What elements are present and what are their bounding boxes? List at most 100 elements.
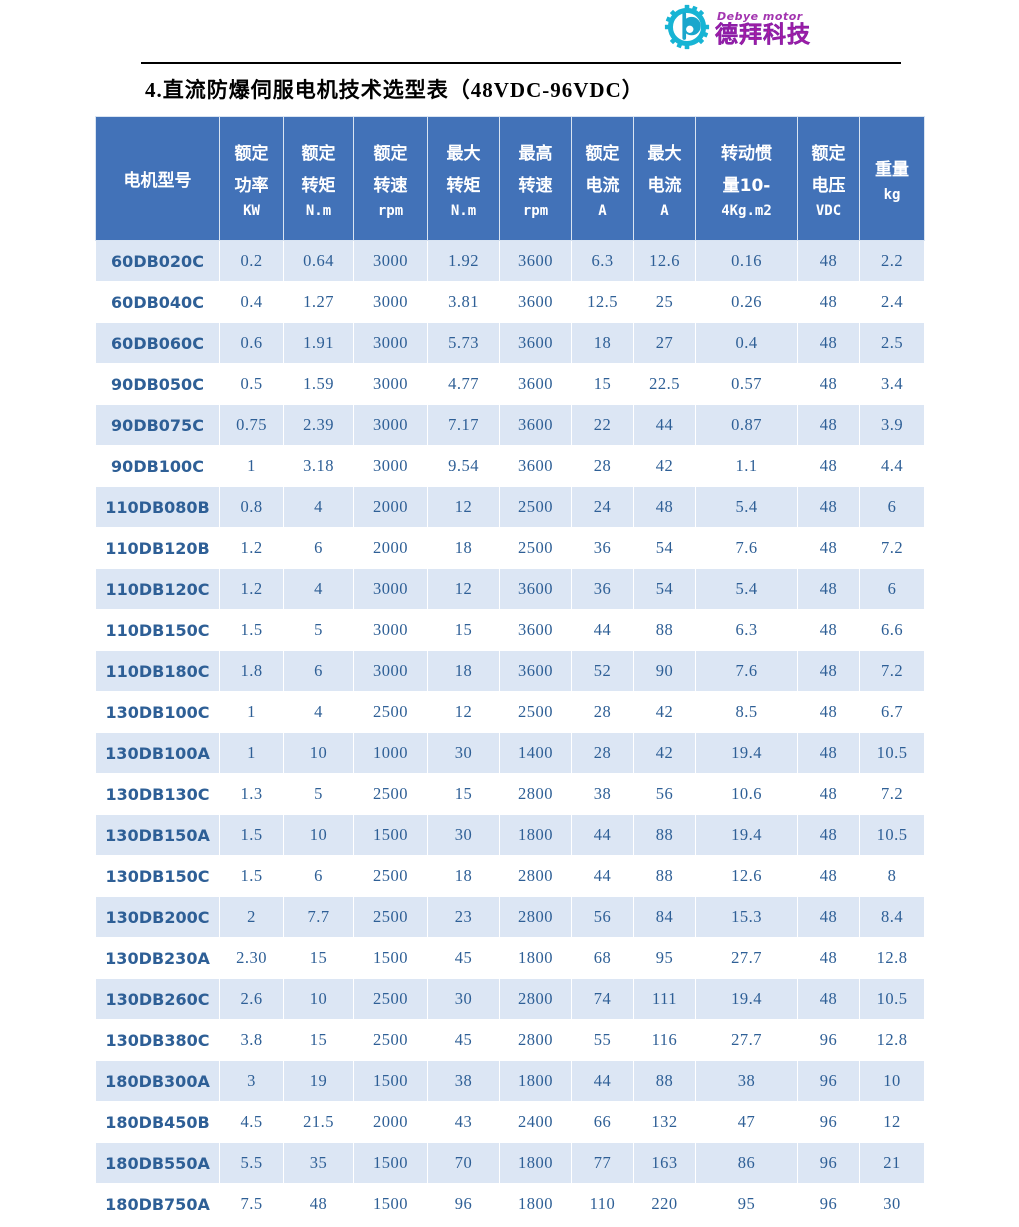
spec-value-cell: 88 [633, 1060, 696, 1102]
table-row: 90DB050C 0.5 1.59 3000 4.77 3600 15 22.5 0.57 48 3… [95, 363, 925, 405]
spec-value-cell: 12 [427, 568, 500, 610]
spec-value-cell: 66 [571, 1101, 634, 1143]
spec-value-cell: 48 [283, 1183, 354, 1225]
spec-value-cell: 2000 [353, 527, 428, 569]
header-unit: VDC [815, 202, 842, 219]
spec-value-cell: 1.59 [283, 363, 354, 405]
spec-value-cell: 56 [571, 896, 634, 938]
table-row: 130DB150C 1.5 6 2500 18 2800 44 88 12.6 48 8 [95, 855, 925, 897]
spec-value-cell: 2500 [353, 773, 428, 815]
spec-value-cell: 86 [695, 1142, 798, 1184]
spec-value-cell: 1.2 [219, 568, 284, 610]
spec-value-cell: 15 [427, 773, 500, 815]
page-title: 4.直流防爆伺服电机技术选型表（48VDC-96VDC） [145, 78, 644, 102]
header-label: 转矩 [301, 175, 336, 196]
table-row: 110DB120B 1.2 6 2000 18 2500 36 54 7.6 48 7.2 [95, 527, 925, 569]
spec-value-cell: 96 [797, 1101, 860, 1143]
spec-value-cell: 6.7 [859, 691, 925, 733]
spec-value-cell: 1.3 [219, 773, 284, 815]
spec-value-cell: 19.4 [695, 978, 798, 1020]
spec-value-cell: 70 [427, 1142, 500, 1184]
spec-value-cell: 6 [283, 855, 354, 897]
spec-value-cell: 6.3 [695, 609, 798, 651]
spec-value-cell: 3 [219, 1060, 284, 1102]
table-row: 60DB020C 0.2 0.64 3000 1.92 3600 6.3 12.6 0.16 48… [95, 240, 925, 282]
header-label: 量10- [722, 175, 771, 196]
spec-value-cell: 1 [219, 445, 284, 487]
spec-value-cell: 12 [427, 691, 500, 733]
spec-value-cell: 12.6 [633, 240, 696, 282]
spec-value-cell: 48 [633, 486, 696, 528]
spec-value-cell: 27 [633, 322, 696, 364]
spec-value-cell: 7.5 [219, 1183, 284, 1225]
spec-value-cell: 4.77 [427, 363, 500, 405]
spec-value-cell: 1 [219, 732, 284, 774]
motor-model-cell: 110DB150C [95, 609, 220, 651]
header-label: 额定 [811, 143, 846, 164]
spec-value-cell: 30 [859, 1183, 925, 1225]
spec-value-cell: 3000 [353, 404, 428, 446]
table-row: 90DB100C 1 3.18 3000 9.54 3600 28 42 1.1 48 4.4 [95, 445, 925, 487]
header-label: 最大 [446, 143, 481, 164]
spec-value-cell: 1500 [353, 1060, 428, 1102]
spec-value-cell: 4 [283, 691, 354, 733]
spec-value-cell: 1500 [353, 1183, 428, 1225]
motor-model-cell: 130DB150A [95, 814, 220, 856]
column-header-7: 额定 电流 A [571, 116, 634, 241]
spec-value-cell: 1800 [499, 1142, 572, 1184]
spec-value-cell: 4 [283, 568, 354, 610]
header-divider [141, 62, 901, 64]
spec-value-cell: 18 [427, 650, 500, 692]
spec-value-cell: 28 [571, 445, 634, 487]
table-row: 180DB300A 3 19 1500 38 1800 44 88 38 96 10 [95, 1060, 925, 1102]
motor-model-cell: 130DB130C [95, 773, 220, 815]
spec-value-cell: 3000 [353, 240, 428, 282]
spec-value-cell: 88 [633, 855, 696, 897]
motor-model-cell: 90DB100C [95, 445, 220, 487]
spec-value-cell: 3600 [499, 609, 572, 651]
spec-value-cell: 30 [427, 978, 500, 1020]
spec-value-cell: 220 [633, 1183, 696, 1225]
spec-value-cell: 48 [797, 404, 860, 446]
motor-model-cell: 180DB450B [95, 1101, 220, 1143]
spec-value-cell: 2800 [499, 855, 572, 897]
spec-value-cell: 48 [797, 937, 860, 979]
spec-value-cell: 96 [797, 1060, 860, 1102]
spec-value-cell: 38 [695, 1060, 798, 1102]
table-row: 110DB180C 1.8 6 3000 18 3600 52 90 7.6 48 7.2 [95, 650, 925, 692]
table-row: 130DB230A 2.30 15 1500 45 1800 68 95 27.7 48 12.8 [95, 937, 925, 979]
spec-value-cell: 6 [859, 568, 925, 610]
logo-chinese-text: 德拜科技 [715, 21, 811, 48]
spec-value-cell: 7.6 [695, 527, 798, 569]
spec-value-cell: 2800 [499, 978, 572, 1020]
spec-value-cell: 35 [283, 1142, 354, 1184]
spec-value-cell: 42 [633, 691, 696, 733]
header-label: 额定 [373, 143, 408, 164]
spec-value-cell: 88 [633, 814, 696, 856]
spec-value-cell: 42 [633, 732, 696, 774]
spec-value-cell: 2 [219, 896, 284, 938]
motor-model-cell: 60DB060C [95, 322, 220, 364]
logo-english-text: Debye motor [717, 9, 803, 23]
spec-value-cell: 45 [427, 1019, 500, 1061]
table-row: 90DB075C 0.75 2.39 3000 7.17 3600 22 44 0.87 48 3.… [95, 404, 925, 446]
spec-value-cell: 2500 [499, 486, 572, 528]
motor-model-cell: 130DB260C [95, 978, 220, 1020]
spec-value-cell: 48 [797, 773, 860, 815]
spec-value-cell: 1.1 [695, 445, 798, 487]
spec-value-cell: 48 [797, 568, 860, 610]
spec-value-cell: 1500 [353, 814, 428, 856]
spec-value-cell: 2800 [499, 896, 572, 938]
spec-value-cell: 44 [571, 609, 634, 651]
table-row: 180DB450B 4.5 21.5 2000 43 2400 66 132 47 96 12 [95, 1101, 925, 1143]
spec-value-cell: 48 [797, 527, 860, 569]
spec-value-cell: 54 [633, 527, 696, 569]
motor-model-cell: 130DB150C [95, 855, 220, 897]
spec-value-cell: 47 [695, 1101, 798, 1143]
spec-value-cell: 45 [427, 937, 500, 979]
spec-value-cell: 2.6 [219, 978, 284, 1020]
spec-value-cell: 2400 [499, 1101, 572, 1143]
spec-value-cell: 48 [797, 650, 860, 692]
spec-value-cell: 44 [571, 855, 634, 897]
spec-value-cell: 54 [633, 568, 696, 610]
